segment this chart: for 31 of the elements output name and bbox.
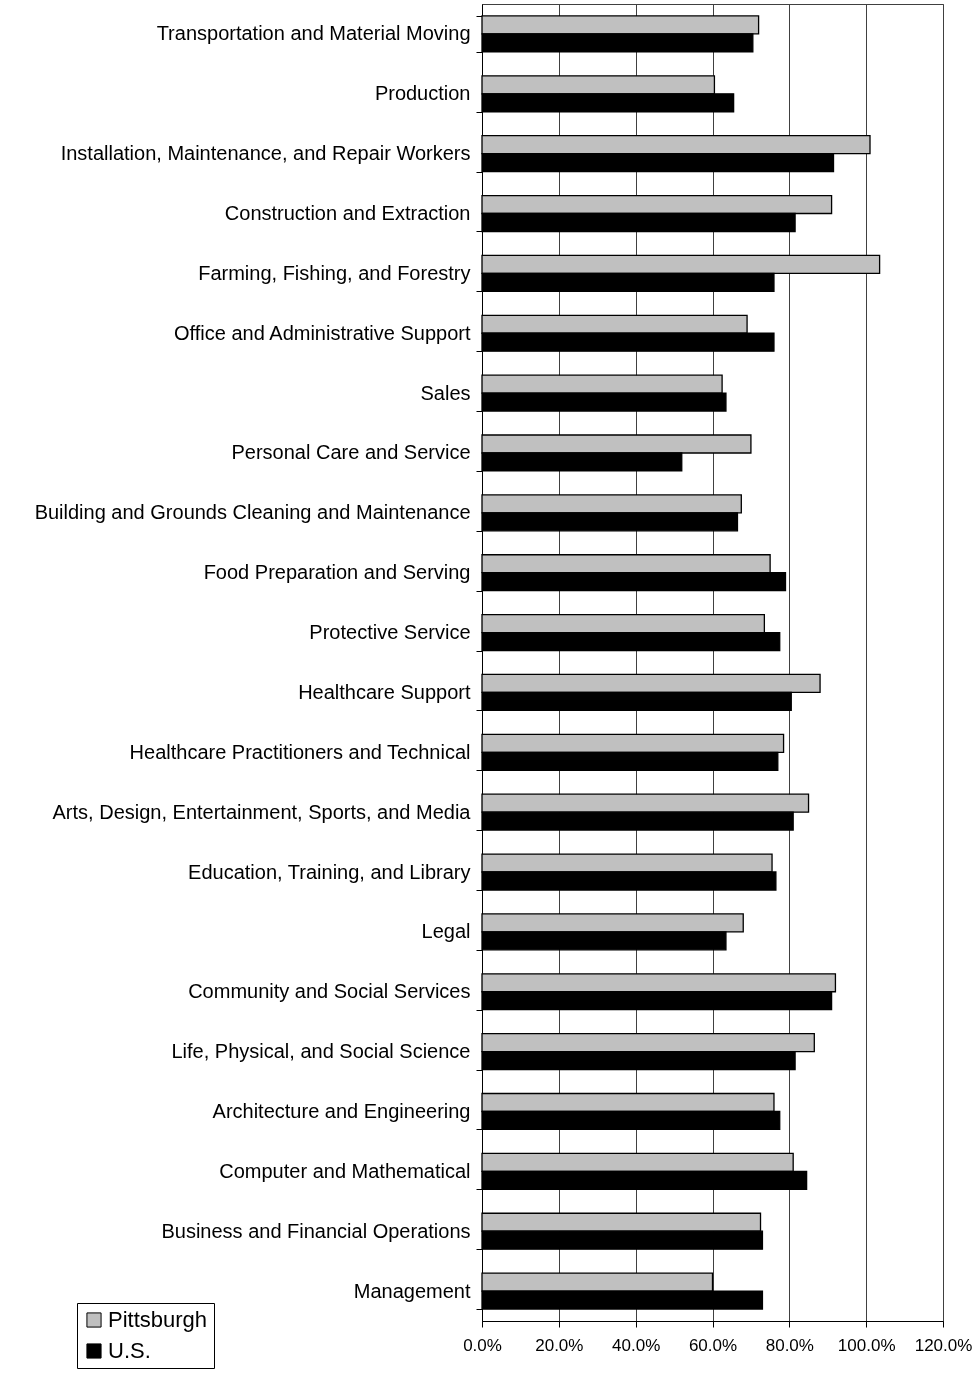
y-tick-label: Computer and Mathematical bbox=[219, 1159, 471, 1182]
x-tick-label: 100.0% bbox=[837, 1335, 896, 1355]
y-tick-label: Healthcare Practitioners and Technical bbox=[129, 740, 471, 763]
y-tick-label: Healthcare Support bbox=[298, 680, 471, 703]
legend-label: U.S. bbox=[108, 1338, 151, 1363]
y-tick-label: Sales bbox=[420, 381, 471, 404]
y-tick-label: Transportation and Material Moving bbox=[156, 22, 471, 45]
y-tick-label: Office and Administrative Support bbox=[174, 321, 471, 344]
y-tick-label: Education, Training, and Library bbox=[188, 860, 471, 883]
y-tick-label: Building and Grounds Cleaning and Maintenance bbox=[34, 501, 471, 524]
y-tick-label: Life, Physical, and Social Science bbox=[171, 1040, 471, 1063]
x-tick-label: 120.0% bbox=[914, 1335, 973, 1355]
y-tick-label: Legal bbox=[421, 920, 471, 943]
x-tick-label: 0.0% bbox=[463, 1335, 502, 1355]
x-tick-label: 20.0% bbox=[535, 1335, 584, 1355]
y-tick-label: Community and Social Services bbox=[188, 980, 471, 1003]
y-tick-label: Installation, Maintenance, and Repair Workers bbox=[60, 142, 471, 165]
y-tick-label: Business and Financial Operations bbox=[161, 1219, 471, 1242]
y-tick-label: Farming, Fishing, and Forestry bbox=[198, 261, 471, 284]
x-tick-label: 40.0% bbox=[612, 1335, 661, 1355]
y-tick-label: Production bbox=[374, 82, 471, 105]
legend-label: Pittsburgh bbox=[108, 1307, 208, 1332]
y-tick-label: Protective Service bbox=[309, 621, 471, 644]
y-tick-label: Management bbox=[353, 1279, 471, 1302]
y-tick-label: Construction and Extraction bbox=[224, 202, 471, 225]
x-tick-label: 80.0% bbox=[765, 1335, 814, 1355]
x-tick-label: 60.0% bbox=[688, 1335, 738, 1355]
y-tick-label: Food Preparation and Serving bbox=[203, 561, 471, 584]
y-tick-label: Arts, Design, Entertainment, Sports, and Media bbox=[52, 800, 472, 823]
y-tick-label: Architecture and Engineering bbox=[212, 1099, 471, 1122]
y-tick-label: Personal Care and Service bbox=[231, 441, 471, 464]
